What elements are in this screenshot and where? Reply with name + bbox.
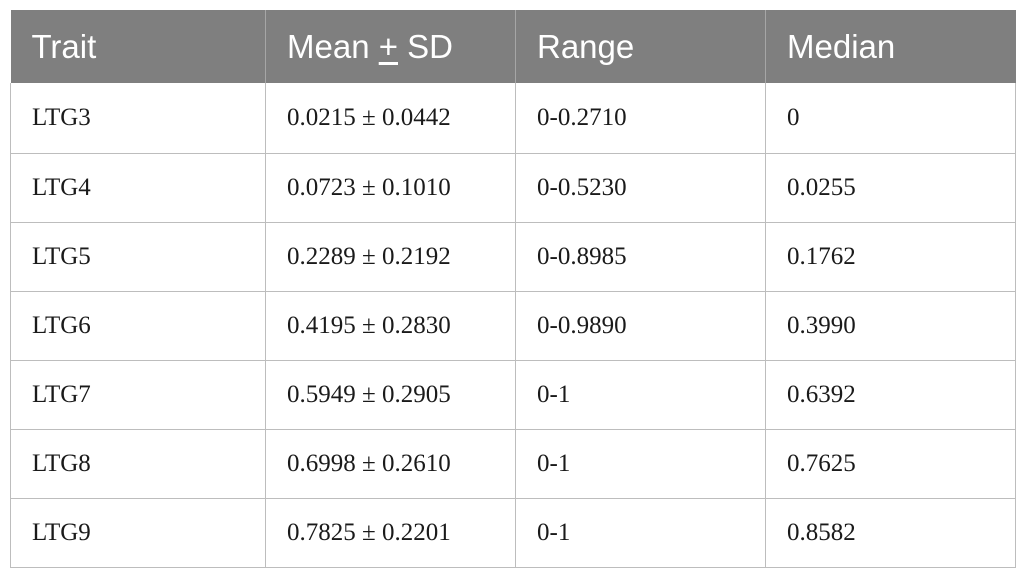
header-mean-prefix: Mean <box>287 27 379 65</box>
table-body: LTG3 0.0215 ± 0.0442 0-0.2710 0 LTG4 0.0… <box>10 83 1016 568</box>
table-row: LTG6 0.4195 ± 0.2830 0-0.9890 0.3990 <box>10 291 1016 361</box>
cell-trait: LTG6 <box>10 291 266 361</box>
cell-median: 0.1762 <box>765 222 1016 292</box>
cell-median: 0 <box>765 83 1016 154</box>
table-row: LTG4 0.0723 ± 0.1010 0-0.5230 0.0255 <box>10 153 1016 223</box>
header-row: Trait Mean + SD Range Median <box>10 10 1016 83</box>
table-row: LTG3 0.0215 ± 0.0442 0-0.2710 0 <box>10 83 1016 154</box>
cell-range: 0-1 <box>515 429 766 499</box>
cell-trait: LTG7 <box>10 360 266 430</box>
cell-mean-sd: 0.6998 ± 0.2610 <box>265 429 516 499</box>
cell-median: 0.6392 <box>765 360 1016 430</box>
cell-mean-sd: 0.4195 ± 0.2830 <box>265 291 516 361</box>
table-row: LTG8 0.6998 ± 0.2610 0-1 0.7625 <box>10 429 1016 499</box>
cell-mean-sd: 0.7825 ± 0.2201 <box>265 498 516 568</box>
table-row: LTG9 0.7825 ± 0.2201 0-1 0.8582 <box>10 498 1016 568</box>
trait-statistics-table: Trait Mean + SD Range Median LTG3 0.0215… <box>10 10 1016 568</box>
header-mean-sd: Mean + SD <box>265 10 516 83</box>
cell-median: 0.0255 <box>765 153 1016 223</box>
cell-trait: LTG3 <box>10 83 266 154</box>
table-header: Trait Mean + SD Range Median <box>10 10 1016 83</box>
data-table-container: Trait Mean + SD Range Median LTG3 0.0215… <box>10 10 1016 568</box>
header-median: Median <box>765 10 1016 83</box>
cell-mean-sd: 0.5949 ± 0.2905 <box>265 360 516 430</box>
cell-trait: LTG5 <box>10 222 266 292</box>
cell-median: 0.8582 <box>765 498 1016 568</box>
cell-mean-sd: 0.2289 ± 0.2192 <box>265 222 516 292</box>
header-trait: Trait <box>10 10 266 83</box>
table-row: LTG5 0.2289 ± 0.2192 0-0.8985 0.1762 <box>10 222 1016 292</box>
header-mean-suffix: SD <box>398 27 454 65</box>
cell-range: 0-1 <box>515 360 766 430</box>
cell-range: 0-0.8985 <box>515 222 766 292</box>
cell-trait: LTG9 <box>10 498 266 568</box>
cell-trait: LTG4 <box>10 153 266 223</box>
cell-median: 0.7625 <box>765 429 1016 499</box>
header-range: Range <box>515 10 766 83</box>
cell-mean-sd: 0.0215 ± 0.0442 <box>265 83 516 154</box>
cell-mean-sd: 0.0723 ± 0.1010 <box>265 153 516 223</box>
cell-median: 0.3990 <box>765 291 1016 361</box>
cell-range: 0-1 <box>515 498 766 568</box>
table-row: LTG7 0.5949 ± 0.2905 0-1 0.6392 <box>10 360 1016 430</box>
cell-range: 0-0.2710 <box>515 83 766 154</box>
header-plus-minus: + <box>378 27 398 65</box>
cell-range: 0-0.9890 <box>515 291 766 361</box>
cell-range: 0-0.5230 <box>515 153 766 223</box>
cell-trait: LTG8 <box>10 429 266 499</box>
